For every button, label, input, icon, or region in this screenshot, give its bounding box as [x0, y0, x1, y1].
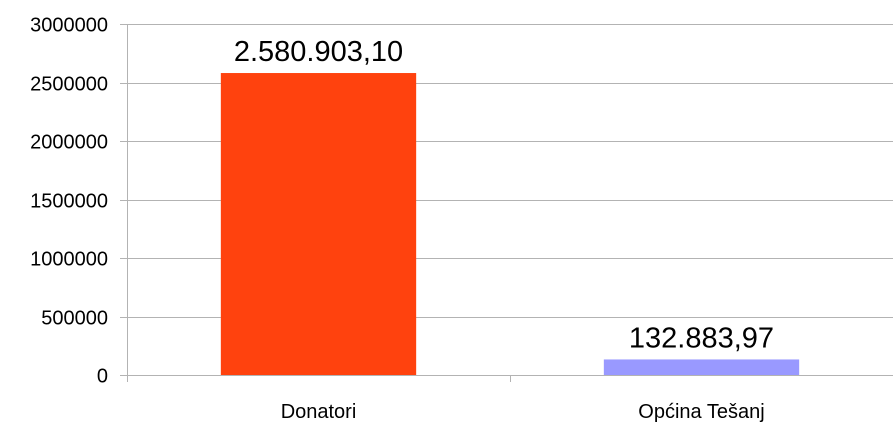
- bar-opcina-tesanj: [603, 359, 800, 375]
- y-tick-label: 1000000: [30, 249, 108, 271]
- bars: [220, 73, 800, 376]
- y-tick-label: 2000000: [30, 132, 108, 154]
- bar-donatori: [220, 73, 417, 376]
- x-category-label: Općina Tešanj: [638, 401, 764, 423]
- axes: [120, 24, 893, 382]
- y-tick-label: 0: [97, 366, 108, 388]
- x-category-label: Donatori: [281, 401, 357, 423]
- y-tick-label: 2500000: [30, 74, 108, 96]
- y-tick-label: 3000000: [30, 15, 108, 37]
- labels: 0 500000 1000000 1500000 2000000 2500000 30000…: [30, 15, 774, 424]
- y-tick-label: 500000: [41, 308, 108, 330]
- data-label: 132.883,97: [629, 322, 774, 354]
- y-tick-label: 1500000: [30, 191, 108, 213]
- data-label: 2.580.903,10: [234, 36, 403, 68]
